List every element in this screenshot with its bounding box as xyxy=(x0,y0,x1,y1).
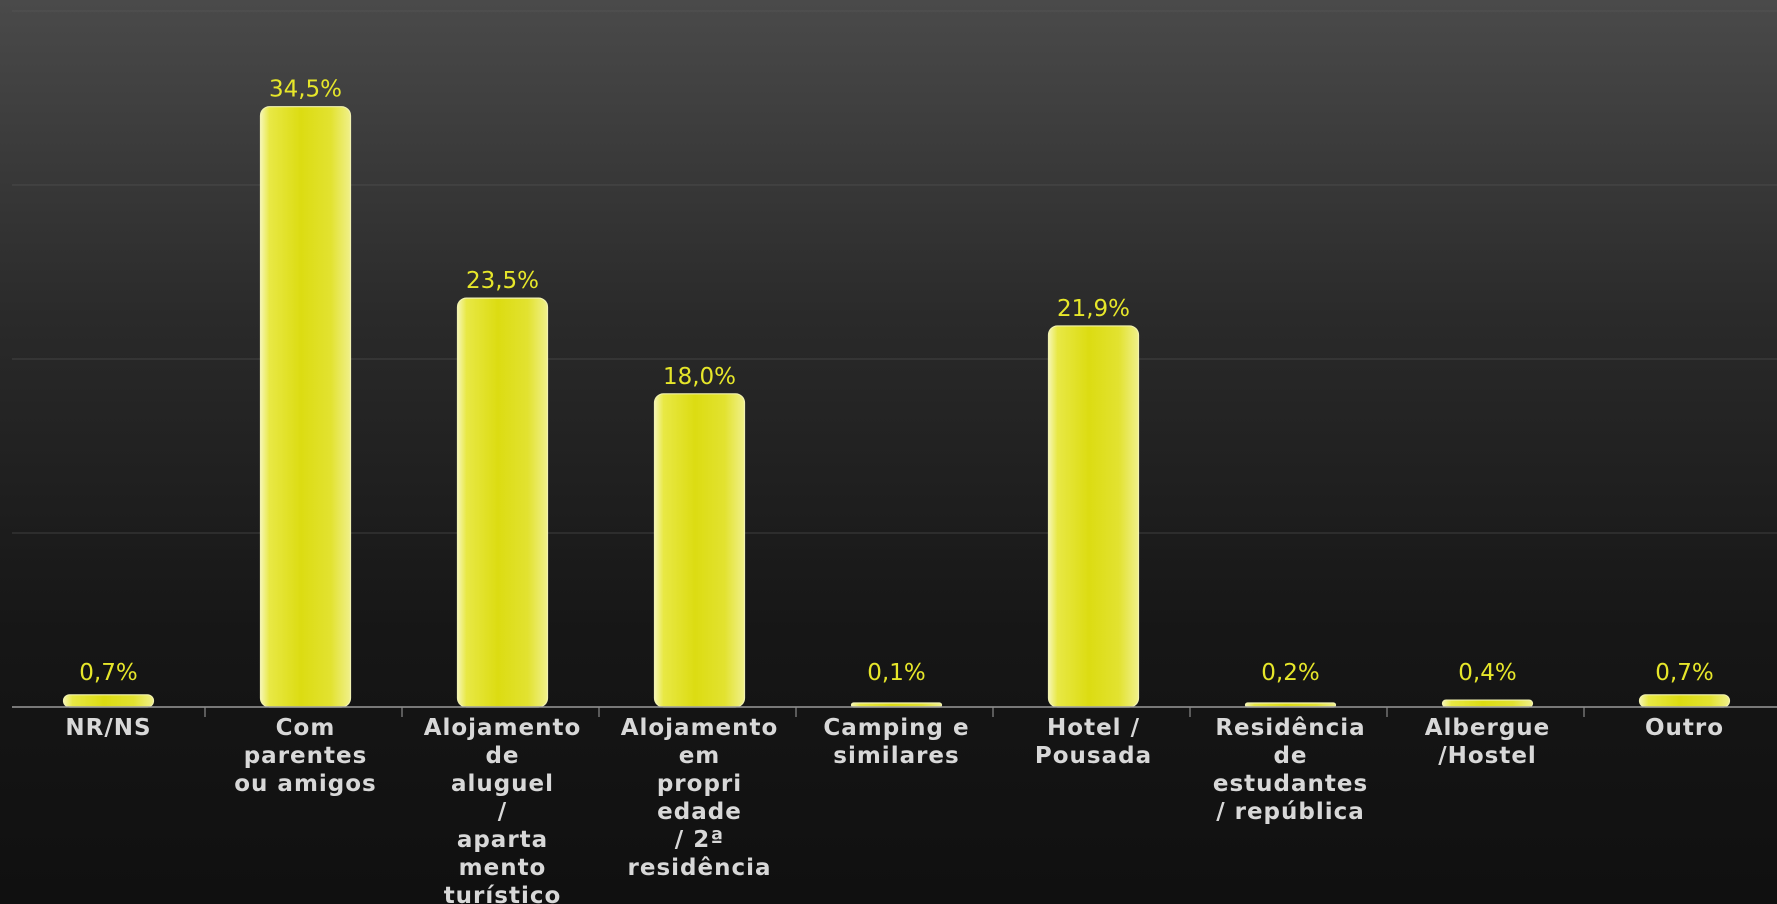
category-label: NR/NS xyxy=(65,715,151,741)
value-label: 0,1% xyxy=(867,660,925,686)
value-label: 18,0% xyxy=(663,364,736,390)
bar xyxy=(653,393,746,708)
x-axis xyxy=(12,706,1777,717)
bars xyxy=(62,106,1731,708)
category-label: Albergue/Hostel xyxy=(1425,715,1551,769)
bar xyxy=(259,106,352,708)
value-labels: 0,7% 34,5% 23,5% 18,0% 0,1% 21,9% 0,2% 0,4% 0,7% xyxy=(79,77,1713,686)
bar xyxy=(456,297,549,708)
category-label: Residência de estudantes / república xyxy=(1213,715,1368,825)
bar xyxy=(1047,325,1140,708)
value-label: 0,7% xyxy=(1655,660,1713,686)
category-label: Alojamento em propri edade/ 2ª residência xyxy=(621,715,779,881)
value-label: 23,5% xyxy=(466,268,539,294)
value-label: 21,9% xyxy=(1057,296,1130,322)
bar xyxy=(62,694,155,708)
bar xyxy=(1441,699,1534,708)
category-label: Hotel / Pousada xyxy=(1035,715,1152,769)
category-label: Camping e similares xyxy=(823,715,969,769)
value-label: 0,2% xyxy=(1261,660,1319,686)
bar xyxy=(1638,694,1731,708)
value-label: 34,5% xyxy=(269,77,342,103)
value-label: 0,7% xyxy=(79,660,137,686)
value-label: 0,4% xyxy=(1458,660,1516,686)
category-label: Alojamento de aluguel / aparta mento turístico xyxy=(424,715,582,904)
category-label: Com parentes ou amigos xyxy=(234,715,377,797)
category-label: Outro xyxy=(1645,715,1724,741)
category-labels: NR/NS Com parentes ou amigos Alojamento de alu… xyxy=(65,715,1724,904)
